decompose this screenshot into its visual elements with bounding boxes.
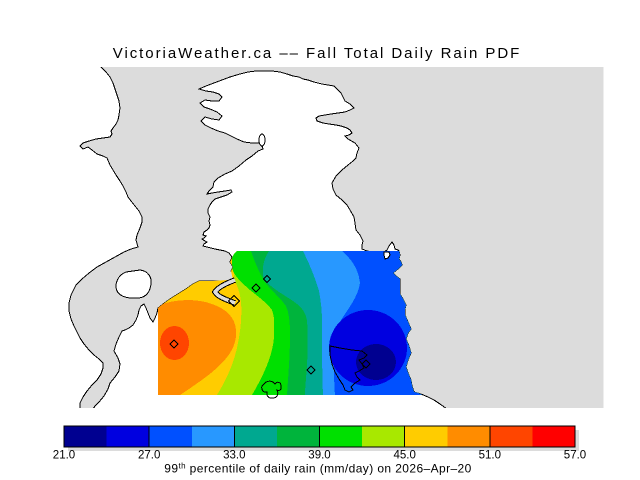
- svg-text:VictoriaWeather.ca –– Fall Tot: VictoriaWeather.ca –– Fall Total Daily R…: [113, 45, 521, 62]
- svg-text:33.0: 33.0: [223, 450, 245, 462]
- svg-text:39.0: 39.0: [308, 450, 330, 462]
- svg-text:45.0: 45.0: [394, 450, 416, 462]
- svg-text:99th percentile of daily rain: 99th percentile of daily rain (mm/day) o…: [164, 462, 471, 476]
- svg-text:21.0: 21.0: [53, 450, 75, 462]
- svg-text:51.0: 51.0: [479, 450, 501, 462]
- svg-text:27.0: 27.0: [138, 450, 160, 462]
- svg-text:57.0: 57.0: [564, 450, 586, 462]
